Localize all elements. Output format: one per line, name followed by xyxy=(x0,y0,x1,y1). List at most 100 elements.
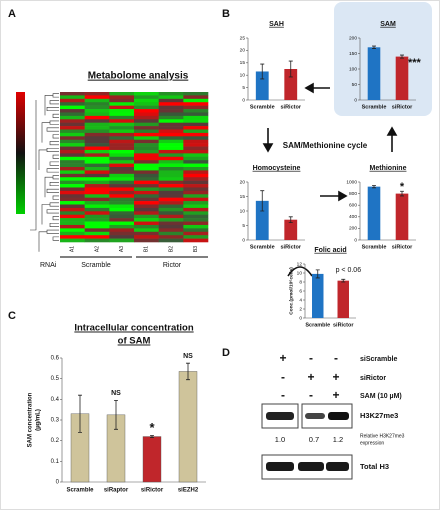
y-tick-label: 50 xyxy=(352,82,358,88)
heat-cell xyxy=(158,238,184,243)
heat-cell xyxy=(158,187,184,192)
heat-cell xyxy=(158,211,184,216)
heat-cell xyxy=(134,92,159,96)
y-tick-label: 200 xyxy=(349,35,357,41)
heat-cell xyxy=(109,204,135,209)
condition-sign: - xyxy=(281,388,285,402)
heat-cell xyxy=(134,231,159,236)
heat-cell xyxy=(134,235,159,239)
heat-cell xyxy=(134,156,159,161)
condition-label: SAM (10 µM) xyxy=(360,393,402,400)
heat-cell xyxy=(109,139,135,144)
heat-cell xyxy=(84,136,110,141)
column-label: B3 xyxy=(193,246,199,252)
heat-cell xyxy=(60,156,85,161)
heat-cell xyxy=(158,105,184,110)
heat-cell xyxy=(60,194,85,198)
heat-cell xyxy=(109,235,135,239)
heat-cell xyxy=(183,95,209,100)
heat-cell xyxy=(60,167,85,171)
heat-cell xyxy=(84,180,110,185)
heat-cell xyxy=(183,126,209,130)
error-bar xyxy=(114,399,118,430)
heat-cell xyxy=(84,109,110,113)
heat-cell xyxy=(134,153,159,158)
heat-cell xyxy=(134,160,159,164)
heat-cell xyxy=(183,102,209,106)
heat-cell xyxy=(134,194,159,198)
error-bar xyxy=(372,185,376,189)
y-tick-label: 10 xyxy=(240,208,246,214)
category-label: siRictor xyxy=(392,244,413,250)
category-label: siEZH2 xyxy=(178,488,199,494)
category-label: Scramble xyxy=(250,244,275,250)
y-axis-label: Conc.(pmol/10⁶cells) xyxy=(288,267,294,315)
heat-cell xyxy=(60,119,85,123)
heat-cell xyxy=(134,129,159,134)
y-tick-label: 15 xyxy=(240,194,246,200)
heat-cell xyxy=(183,228,209,233)
heat-cell xyxy=(84,177,110,181)
condition-sign: - xyxy=(334,351,338,365)
bar xyxy=(395,193,409,240)
heat-cell xyxy=(60,92,85,96)
condition-sign: - xyxy=(309,351,313,365)
heat-cell xyxy=(158,218,184,222)
heat-cell xyxy=(84,139,110,144)
y-tick-label: 200 xyxy=(349,226,357,232)
heat-cell xyxy=(60,197,85,202)
heat-cell xyxy=(158,109,184,113)
y-tick-label: 2 xyxy=(299,306,302,312)
heat-cell xyxy=(84,167,110,171)
heat-cell xyxy=(158,207,184,212)
panel-label: A xyxy=(8,8,16,20)
heat-cell xyxy=(158,228,184,233)
heat-cell xyxy=(158,235,184,239)
category-label: siRictor xyxy=(141,488,164,494)
y-tick-label: 0 xyxy=(354,237,357,243)
chart-title: Folic acid xyxy=(314,247,346,254)
heat-cell xyxy=(84,132,110,137)
heat-cell xyxy=(60,204,85,209)
y-axis-label: SAM concentration xyxy=(28,392,34,447)
error-bar xyxy=(288,216,293,223)
heat-cell xyxy=(134,221,159,226)
heat-cell xyxy=(134,207,159,212)
heat-cell xyxy=(109,207,135,212)
heat-cell xyxy=(60,126,85,130)
heat-cell xyxy=(183,115,209,120)
rnai-label: RNAi xyxy=(40,262,57,269)
heat-cell xyxy=(60,173,85,178)
quant-value: 0.7 xyxy=(309,435,319,444)
heat-cell xyxy=(134,102,159,106)
quant-value: 1.0 xyxy=(275,435,285,444)
heat-cell xyxy=(183,160,209,164)
heat-cell xyxy=(60,163,85,168)
heat-cell xyxy=(158,139,184,144)
condition-sign: + xyxy=(332,370,339,384)
heat-cell xyxy=(84,160,110,164)
heat-cell xyxy=(60,112,85,117)
heat-cell xyxy=(84,170,110,175)
heat-cell xyxy=(158,173,184,178)
heat-cell xyxy=(134,204,159,209)
heat-cell xyxy=(134,143,159,147)
heat-cell xyxy=(109,92,135,96)
heat-cell xyxy=(134,119,159,123)
heat-cell xyxy=(84,98,110,103)
heat-cell xyxy=(183,201,209,205)
bar xyxy=(312,273,324,318)
heat-cell xyxy=(60,207,85,212)
heat-cell xyxy=(134,197,159,202)
bar xyxy=(255,200,269,240)
heat-cell xyxy=(183,214,209,219)
y-tick-label: 0.5 xyxy=(51,376,60,382)
category-label: siRictor xyxy=(392,104,413,110)
heat-cell xyxy=(158,115,184,120)
heat-cell xyxy=(109,95,135,100)
heat-cell xyxy=(183,167,209,171)
heat-cell xyxy=(158,170,184,175)
bar xyxy=(178,371,198,483)
y-tick-label: 0.2 xyxy=(51,438,60,444)
error-bar xyxy=(186,362,190,381)
